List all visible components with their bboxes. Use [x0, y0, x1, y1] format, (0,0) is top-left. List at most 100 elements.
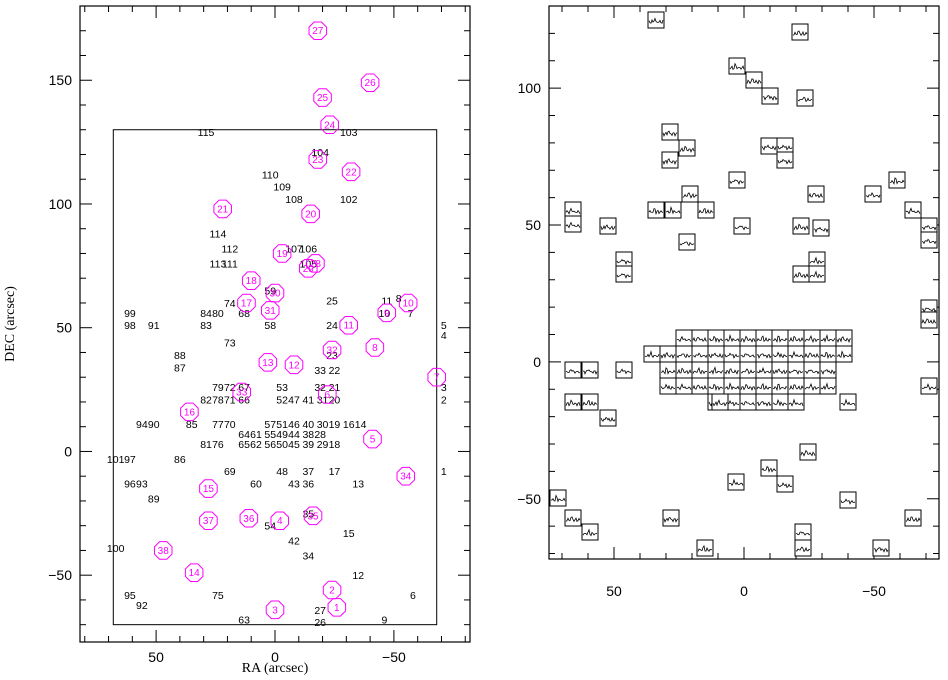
fibre-label: 110 [262, 169, 279, 181]
spectrum-frame [771, 329, 789, 347]
ifu-octagon [308, 150, 328, 169]
spectrum-box [739, 329, 757, 347]
fibre-label: 67 [238, 382, 250, 394]
spectrum-frame [675, 361, 693, 379]
ifu-label: 35 [307, 511, 319, 522]
spectrum-trace [809, 270, 825, 279]
ifu-marker: 23 [308, 150, 328, 169]
fibre-label: 45 [288, 439, 300, 451]
spectrum-frame [549, 489, 567, 507]
spectrum-trace [865, 192, 881, 199]
right-x-tick-labels: 50 0 −50 [606, 583, 886, 599]
spectrum-frame [739, 345, 757, 363]
spectrum-frame [643, 345, 661, 363]
spectrum-box [739, 345, 757, 363]
spectrum-box [835, 329, 853, 347]
spectrum-frame [723, 329, 741, 347]
spectrum-trace [804, 382, 820, 392]
ifu-marker: 31 [260, 301, 280, 320]
spectrum-box [707, 361, 725, 379]
fibre-label: 57 [264, 419, 276, 431]
spectrum-box [711, 393, 729, 411]
fibre-label: 47 [288, 394, 300, 406]
ifu-marker: 8 [365, 338, 385, 357]
ifu-label: 6 [325, 390, 331, 401]
ifu-label: 3 [272, 605, 278, 616]
ifu-label: 23 [312, 155, 324, 166]
fibre-label: 106 [300, 244, 318, 256]
ifu-octagon [339, 315, 358, 335]
fibre-label: 109 [273, 182, 291, 194]
ifu-octagon [265, 283, 285, 303]
ifu-marker: 37 [199, 511, 218, 531]
ifu-label: 24 [324, 120, 336, 131]
spectrum-frame [675, 377, 693, 395]
fibre-label: 15 [343, 528, 355, 540]
y-tick-label: −50 [517, 491, 541, 507]
ifu-octagon [184, 563, 204, 582]
ifu-marker: 4 [270, 511, 290, 531]
spectrum-trace [836, 336, 852, 344]
fibre-label: 50 [276, 439, 288, 451]
spectrum-frame [739, 329, 757, 347]
fibre-label: 96 [124, 479, 136, 491]
spectrum-box [659, 361, 677, 379]
spectrum-frame [761, 87, 779, 105]
spectrum-frame [799, 443, 817, 461]
spectrum-trace [724, 381, 740, 391]
ifu-label: 11 [344, 321, 355, 332]
ifu-label: 32 [327, 345, 339, 356]
spectrum-box [728, 171, 746, 189]
spectrum-trace [820, 369, 836, 375]
ifu-octagon [377, 303, 397, 323]
ifu-marker: 36 [239, 508, 259, 528]
ifu-marker: 20 [301, 204, 320, 224]
spectrum-box [807, 185, 825, 203]
fibre-label: 39 [302, 439, 314, 451]
fibre-label: 62 [250, 439, 262, 451]
fibre-label: 113 [210, 258, 227, 270]
ifu-label: 12 [288, 360, 300, 371]
ifu-octagon [232, 382, 251, 402]
ifu-marker: 14 [184, 563, 204, 582]
fibre-label: 28 [314, 429, 326, 441]
spectrum-frame [819, 345, 837, 363]
spectrum-trace [820, 351, 836, 360]
fibre-label: 79 [212, 382, 224, 394]
spectrum-trace [708, 383, 724, 392]
fibre-label: 32 [314, 382, 326, 394]
spectrum-trace [697, 544, 713, 552]
fibre-label: 38 [302, 429, 314, 441]
spectrum-frame [808, 265, 826, 283]
spectrum-frame [723, 345, 741, 363]
ifu-marker: 9 [377, 303, 397, 323]
spectrum-trace [648, 17, 664, 24]
fibre-label: 29 [317, 439, 329, 451]
spectrum-box [581, 523, 599, 541]
spectrum-box [787, 345, 805, 363]
spectrum-frame [819, 329, 837, 347]
spectrum-box [864, 185, 882, 203]
spectrum-box [839, 393, 857, 411]
spectrum-trace [676, 367, 692, 375]
spectrum-frame [755, 377, 773, 395]
ifu-octagon [320, 115, 339, 135]
fibre-label: 61 [250, 429, 262, 441]
fibre-label: 4 [441, 330, 447, 342]
ifu-label: 4 [277, 516, 283, 527]
spectrum-box [920, 231, 938, 249]
spectrum-box-set [549, 11, 938, 557]
fibre-label: 52 [276, 394, 288, 406]
spectrum-trace [772, 383, 788, 392]
spectrum-frame [787, 377, 805, 395]
spectrum-frame [791, 23, 809, 41]
spectrum-trace [550, 494, 566, 503]
fibre-label: 81 [200, 439, 212, 451]
fibre-label: 102 [340, 194, 358, 206]
spectrum-trace [600, 224, 616, 231]
fibre-label: 93 [136, 479, 148, 491]
fibre-label: 91 [148, 320, 160, 332]
fibre-label: 101 [107, 454, 125, 466]
spectrum-box [776, 151, 794, 169]
spectrum-trace [820, 334, 836, 343]
